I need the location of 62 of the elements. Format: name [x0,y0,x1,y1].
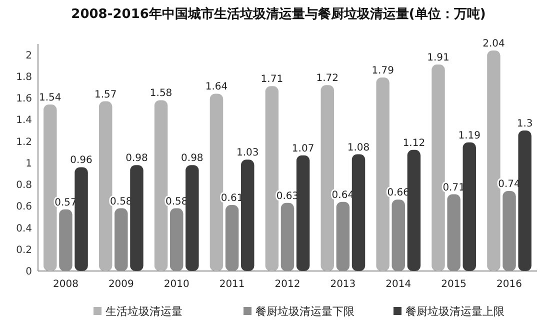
data-label: 1.72 [316,73,339,84]
bar [210,94,224,271]
y-tick-label: 1.2 [16,136,32,148]
bar [320,85,334,271]
x-tick-label: 2011 [219,279,245,290]
bar [352,154,366,271]
bar [462,142,476,271]
data-label: 0.96 [70,155,92,166]
x-tick-label: 2009 [108,279,134,290]
data-label: 1.71 [260,74,284,86]
data-label: 0.98 [181,153,204,164]
legend-label: 餐厨垃圾清运量上限 [406,305,504,318]
x-tick-label: 2010 [164,279,190,290]
x-tick-label: 2008 [52,279,78,290]
data-label: 1.91 [427,52,450,64]
data-label: 1.19 [458,130,481,142]
x-tick-label: 2015 [441,279,467,290]
bar [44,104,57,271]
y-tick-label: 0.4 [16,223,32,234]
bar [241,160,254,271]
bar [518,130,532,271]
bar [432,64,445,271]
y-tick-label: 0.8 [16,180,32,192]
chart-title: 2008-2016年中国城市生活垃圾清运量与餐厨垃圾清运量(单位：万吨) [71,6,486,22]
bar [186,165,199,271]
bar [407,150,421,271]
data-label: 1.3 [516,118,533,130]
y-tick-label: 2 [26,50,32,62]
data-label: 0.71 [442,182,465,194]
bar [376,78,390,271]
bar [265,86,279,271]
x-tick-label: 2012 [274,279,300,290]
x-tick-label: 2016 [496,279,522,290]
bar [130,165,144,271]
data-label: 1.57 [94,89,117,100]
y-tick-label: 0.2 [16,244,32,256]
y-tick-label: 1.6 [16,94,32,105]
x-tick-label: 2013 [330,279,356,290]
data-label: 2.04 [482,38,505,50]
x-tick-label: 2014 [386,279,412,290]
bar [98,101,112,271]
data-label: 1.79 [372,66,394,77]
data-label: 1.07 [292,143,314,154]
data-label: 1.08 [347,142,370,154]
data-label: 0.98 [126,153,148,164]
y-tick-label: 1.4 [16,115,32,126]
bar [74,167,88,271]
y-tick-label: 1 [26,158,32,170]
data-label: 1.64 [205,82,228,93]
data-label: 1.12 [402,138,426,149]
data-label: 1.03 [236,148,259,159]
y-tick-label: 0 [26,266,32,278]
data-label: 1.54 [39,92,62,104]
y-tick-label: 1.8 [16,72,32,83]
bar [296,155,310,271]
data-label: 0.61 [220,193,244,204]
data-label: 1.58 [150,88,172,100]
bar [154,100,168,271]
y-tick-label: 0.6 [16,202,32,213]
legend-label: 生活垃圾清运量 [106,305,182,318]
bar [487,50,500,271]
legend-label: 餐厨垃圾清运量下限 [256,305,354,318]
